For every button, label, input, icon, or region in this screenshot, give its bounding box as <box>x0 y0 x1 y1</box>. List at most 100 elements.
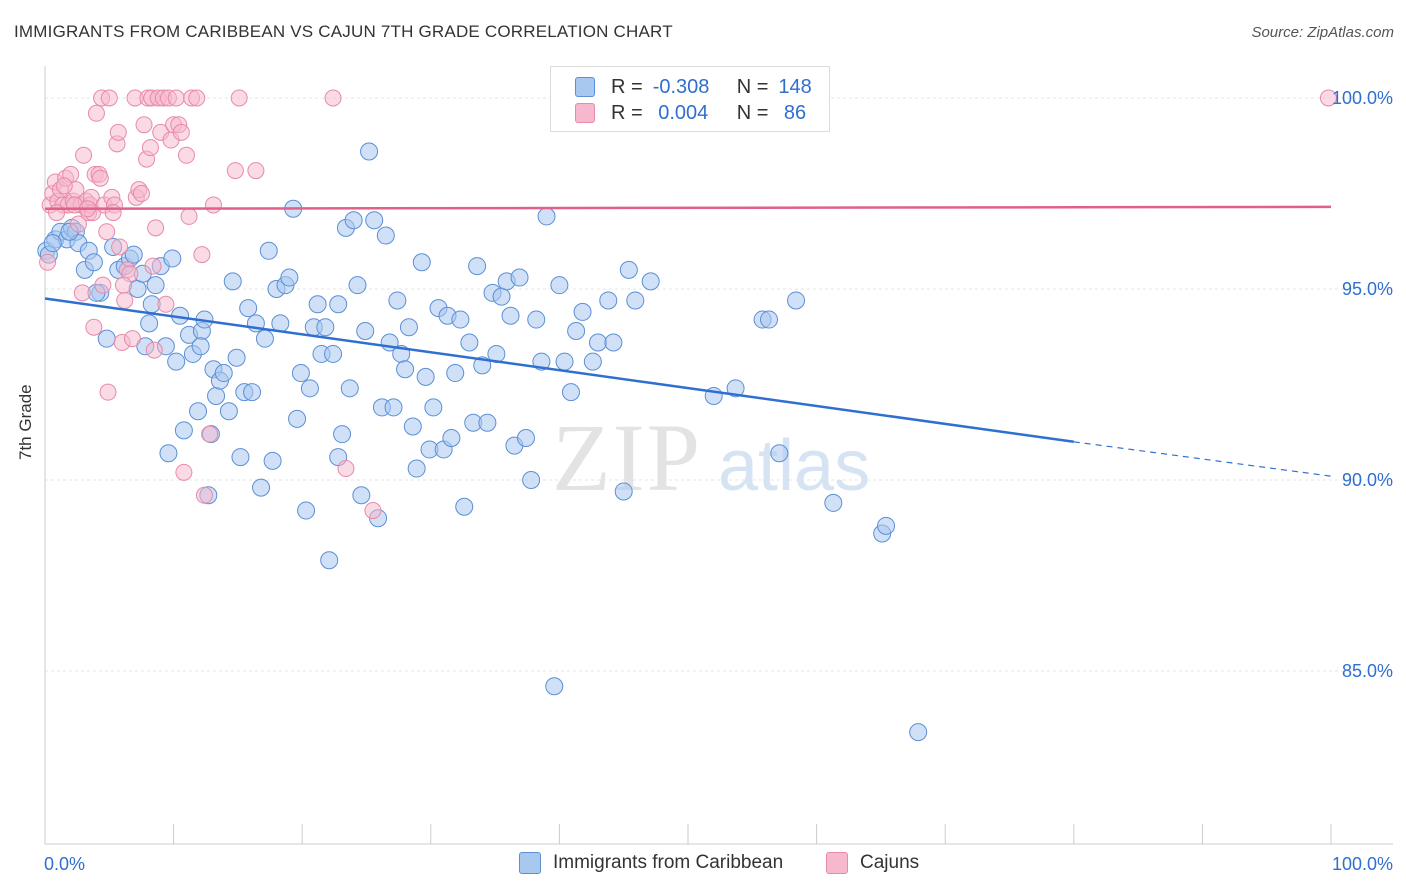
data-point-cajun <box>48 204 66 222</box>
data-point-caribbean <box>159 444 178 463</box>
trend-line-cajun <box>44 205 1332 211</box>
data-point-cajun <box>180 207 198 225</box>
data-point-cajun <box>87 104 105 122</box>
legend-r-value: -0.308 <box>652 75 710 98</box>
data-point-caribbean <box>567 322 586 341</box>
data-point-caribbean <box>189 402 208 421</box>
data-point-caribbean <box>360 142 379 161</box>
data-point-caribbean <box>619 260 638 279</box>
legend-swatch-pink <box>575 103 595 123</box>
data-point-caribbean <box>352 486 371 505</box>
data-point-caribbean <box>43 234 62 253</box>
data-point-caribbean <box>263 451 282 470</box>
data-point-cajun <box>85 318 103 336</box>
data-point-caribbean <box>388 291 407 310</box>
trend-line-caribbean <box>44 297 1074 444</box>
data-point-caribbean <box>626 291 645 310</box>
data-point-caribbean <box>124 245 143 264</box>
legend-n-value: 86 <box>778 101 807 124</box>
data-point-cajun <box>114 276 132 294</box>
data-point-caribbean <box>340 379 359 398</box>
data-point-caribbean <box>455 497 474 516</box>
data-point-caribbean <box>333 425 352 444</box>
legend-r-label: R = <box>611 101 643 124</box>
data-point-caribbean <box>300 379 319 398</box>
data-point-caribbean <box>468 257 487 276</box>
data-point-cajun <box>116 291 134 309</box>
data-point-cajun <box>100 89 118 107</box>
legend-label-caribbean: Immigrants from Caribbean <box>553 852 784 873</box>
data-point-caribbean <box>140 314 159 333</box>
data-point-cajun <box>39 253 57 271</box>
series-caribbean-points <box>37 89 928 742</box>
data-point-caribbean <box>516 428 535 447</box>
data-point-caribbean <box>219 402 238 421</box>
data-point-cajun <box>69 215 87 233</box>
axes <box>44 66 1393 845</box>
data-point-caribbean <box>527 310 546 329</box>
data-point-caribbean <box>376 226 395 245</box>
data-point-caribbean <box>163 249 182 268</box>
data-point-caribbean <box>877 516 896 535</box>
data-point-cajun <box>75 146 93 164</box>
data-point-caribbean <box>348 276 367 295</box>
data-point-caribbean <box>223 272 242 291</box>
data-point-cajun <box>55 177 73 195</box>
data-point-cajun <box>324 89 342 107</box>
data-point-caribbean <box>460 333 479 352</box>
data-point-caribbean <box>207 386 226 405</box>
data-point-cajun <box>193 246 211 264</box>
y-axis-label: 7th Grade <box>16 384 35 460</box>
data-point-caribbean <box>384 398 403 417</box>
data-point-cajun <box>167 89 185 107</box>
data-point-cajun <box>177 146 195 164</box>
x-tick-label: 100.0% <box>1332 854 1393 874</box>
legend-row-caribbean: R = -0.308 N = 148 <box>575 74 812 100</box>
data-point-caribbean <box>824 493 843 512</box>
data-point-caribbean <box>403 417 422 436</box>
data-point-caribbean <box>399 318 418 337</box>
y-tick-label: 85.0% <box>1342 661 1393 681</box>
data-point-cajun <box>91 169 109 187</box>
data-point-caribbean <box>252 478 271 497</box>
legend-item-caribbean[interactable]: Immigrants from Caribbean <box>519 852 783 874</box>
watermark-atlas: atlas <box>718 426 870 506</box>
data-point-caribbean <box>604 333 623 352</box>
data-point-cajun <box>73 284 91 302</box>
data-point-cajun <box>204 196 222 214</box>
data-point-cajun <box>123 330 141 348</box>
data-point-caribbean <box>501 306 520 325</box>
data-point-caribbean <box>259 241 278 260</box>
data-point-cajun <box>188 89 206 107</box>
data-point-cajun <box>364 502 382 520</box>
y-tick-label: 90.0% <box>1342 470 1393 490</box>
data-point-caribbean <box>492 287 511 306</box>
data-point-caribbean <box>537 207 556 226</box>
data-point-cajun <box>99 383 117 401</box>
data-point-cajun <box>109 123 127 141</box>
legend-n-value: 148 <box>778 75 812 98</box>
data-point-cajun <box>94 276 112 294</box>
data-point-caribbean <box>599 291 618 310</box>
legend-item-cajun[interactable]: Cajuns <box>826 852 919 874</box>
data-point-caribbean <box>583 352 602 371</box>
data-point-cajun <box>144 257 162 275</box>
data-point-cajun <box>141 139 159 157</box>
data-point-cajun <box>98 223 116 241</box>
data-point-caribbean <box>412 253 431 272</box>
legend-n-label: N = <box>736 101 769 124</box>
series-legend: Immigrants from Caribbean Cajuns <box>0 852 1406 878</box>
legend-swatch-pink <box>826 852 848 874</box>
legend-row-cajun: R = 0.004 N = 86 <box>575 100 806 126</box>
data-point-cajun <box>104 204 122 222</box>
data-point-caribbean <box>478 413 497 432</box>
source-label: Source: ZipAtlas.com <box>1251 24 1394 41</box>
y-tick-label: 100.0% <box>1332 88 1393 108</box>
data-point-caribbean <box>365 211 384 230</box>
tick-labels: 100.0% 95.0% 90.0% 85.0% 0.0% 100.0% <box>44 88 1393 874</box>
data-point-cajun <box>247 162 265 180</box>
data-point-caribbean <box>588 333 607 352</box>
data-point-caribbean <box>344 211 363 230</box>
data-point-caribbean <box>614 482 633 501</box>
